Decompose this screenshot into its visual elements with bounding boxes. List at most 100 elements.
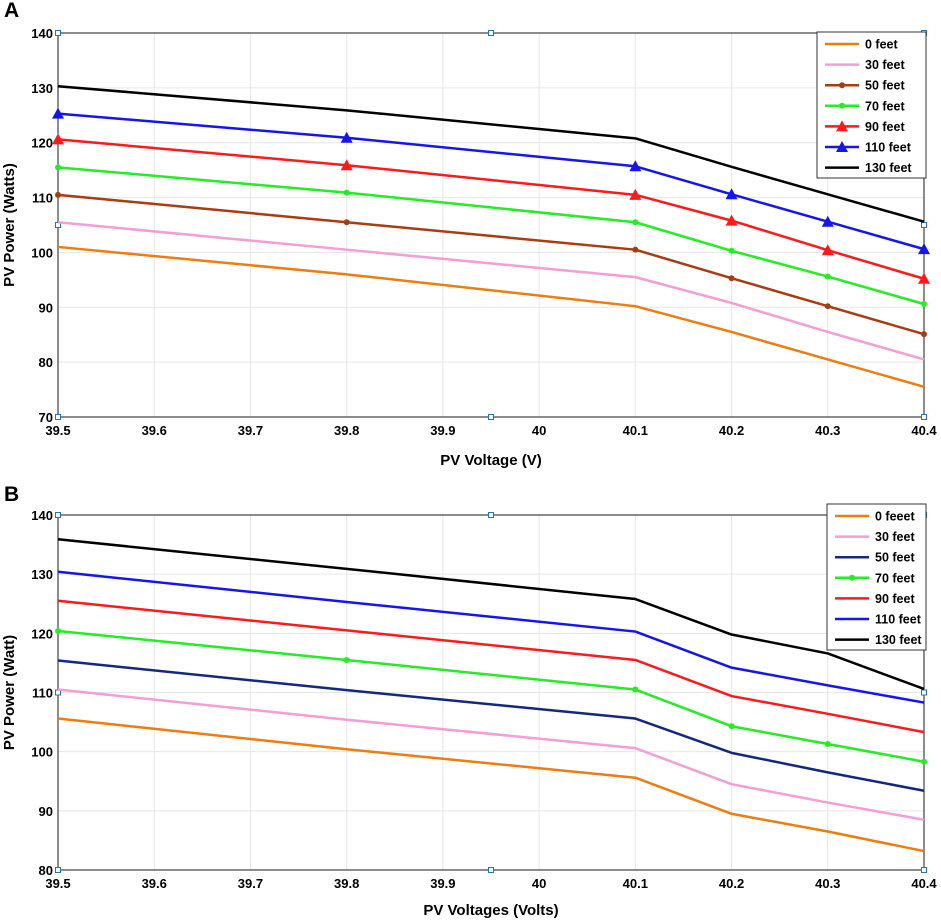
data-point bbox=[921, 758, 927, 765]
x-tick-label: 40.4 bbox=[911, 423, 937, 438]
plot-frame bbox=[57, 32, 925, 418]
legend-marker bbox=[836, 120, 848, 132]
series-line bbox=[57, 138, 925, 280]
data-point bbox=[725, 188, 738, 200]
data-point bbox=[343, 219, 350, 226]
y-tick-label: 120 bbox=[31, 136, 53, 151]
series-line bbox=[57, 599, 925, 734]
data-point bbox=[52, 107, 64, 119]
frame-handle bbox=[488, 414, 494, 420]
data-point bbox=[824, 273, 831, 280]
y-tick-label: 90 bbox=[39, 804, 53, 819]
panel-letter: B bbox=[4, 483, 19, 506]
legend-label: 110 feet bbox=[875, 613, 922, 627]
frame-handle bbox=[921, 867, 927, 873]
x-tick-label: 40.1 bbox=[623, 423, 648, 438]
y-tick-label: 130 bbox=[31, 567, 53, 582]
legend-label: 0 feeet bbox=[875, 510, 915, 524]
x-axis-label: PV Voltages (Volts) bbox=[423, 902, 558, 919]
frame-handle bbox=[488, 30, 494, 36]
data-point bbox=[55, 627, 61, 634]
panel-letter: A bbox=[4, 0, 19, 22]
data-point bbox=[340, 131, 353, 143]
series-line bbox=[57, 717, 925, 853]
y-tick-label: 80 bbox=[39, 863, 53, 878]
data-point bbox=[821, 215, 834, 227]
x-tick-label: 40.2 bbox=[719, 876, 744, 891]
legend-marker bbox=[839, 102, 845, 109]
series-line bbox=[57, 570, 925, 704]
series-line bbox=[57, 221, 925, 361]
y-tick-label: 110 bbox=[32, 686, 53, 701]
legend-label: 70 feet bbox=[875, 571, 915, 585]
legend-marker bbox=[849, 574, 855, 581]
data-point bbox=[55, 191, 61, 198]
data-point bbox=[725, 214, 738, 226]
y-tick-label: 140 bbox=[31, 26, 53, 41]
data-point bbox=[632, 219, 639, 226]
legend-label: 0 feet bbox=[865, 38, 898, 52]
legend-marker bbox=[836, 141, 848, 152]
series-line bbox=[57, 538, 925, 691]
data-point bbox=[728, 275, 735, 282]
series-line bbox=[57, 245, 925, 389]
chart-panel-a: A 39.5 39.6 39.7 39.8 39.9 40 40.1 40.2 40.3 40.4 7… bbox=[1, 0, 937, 469]
x-tick-label: 39.9 bbox=[430, 876, 455, 891]
series-line bbox=[57, 659, 925, 792]
y-tick-label: 100 bbox=[31, 745, 53, 760]
chart-panel-b: B 39.5 39.6 39.7 39.8 39.9 40 40.1 40.2 40.3 40.4 8… bbox=[1, 483, 937, 919]
data-point bbox=[921, 300, 927, 307]
x-tick-label: 39.8 bbox=[334, 876, 359, 891]
data-point bbox=[343, 189, 350, 196]
y-tick-label: 130 bbox=[31, 81, 53, 96]
data-point bbox=[728, 723, 735, 730]
x-tick-label: 39.8 bbox=[334, 423, 359, 438]
series-line bbox=[57, 166, 925, 306]
y-axis-label: PV Power (Watts) bbox=[1, 163, 18, 287]
data-point bbox=[921, 331, 927, 338]
frame-handle bbox=[55, 414, 61, 420]
legend-label: 70 feet bbox=[865, 99, 905, 113]
y-tick-label: 100 bbox=[31, 245, 53, 260]
x-tick-label: 40.4 bbox=[911, 876, 937, 891]
x-tick-label: 39.5 bbox=[45, 876, 70, 891]
series-line bbox=[57, 84, 925, 223]
x-tick-label: 39.5 bbox=[45, 423, 70, 438]
data-point bbox=[728, 247, 735, 254]
legend-label: 130 feet bbox=[865, 161, 912, 175]
data-point bbox=[629, 160, 642, 172]
data-point bbox=[824, 303, 831, 310]
y-tick-label: 120 bbox=[31, 626, 53, 641]
y-axis-label: PV Power (Watt) bbox=[1, 635, 18, 750]
x-tick-label: 40.1 bbox=[623, 876, 648, 891]
frame-handle bbox=[55, 30, 61, 36]
x-tick-label: 39.7 bbox=[238, 423, 263, 438]
x-tick-label: 39.7 bbox=[238, 876, 263, 891]
x-tick-label: 39.6 bbox=[142, 423, 167, 438]
y-tick-label: 90 bbox=[39, 300, 53, 315]
y-tick-label: 70 bbox=[39, 410, 53, 425]
data-point bbox=[632, 686, 639, 693]
x-axis-label: PV Voltage (V) bbox=[440, 452, 541, 469]
frame-handle bbox=[921, 222, 927, 228]
x-tick-label: 40.2 bbox=[719, 423, 744, 438]
data-point bbox=[55, 164, 61, 171]
frame-handle bbox=[55, 867, 61, 873]
series-line bbox=[57, 688, 925, 821]
y-tick-label: 140 bbox=[31, 508, 53, 523]
x-tick-label: 39.6 bbox=[142, 876, 167, 891]
frame-handle bbox=[921, 689, 927, 696]
legend-label: 110 feet bbox=[865, 141, 912, 155]
data-point bbox=[632, 246, 639, 253]
legend-label: 90 feet bbox=[875, 592, 915, 606]
data-point bbox=[52, 133, 64, 145]
legend-label: 50 feet bbox=[865, 79, 905, 93]
y-tick-label: 110 bbox=[32, 191, 53, 206]
data-point bbox=[918, 272, 930, 284]
x-tick-label: 40 bbox=[532, 876, 546, 891]
frame-handle bbox=[921, 414, 927, 420]
x-tick-label: 39.9 bbox=[430, 423, 455, 438]
frame-handle bbox=[488, 867, 494, 873]
legend-label: 30 feet bbox=[865, 58, 905, 72]
